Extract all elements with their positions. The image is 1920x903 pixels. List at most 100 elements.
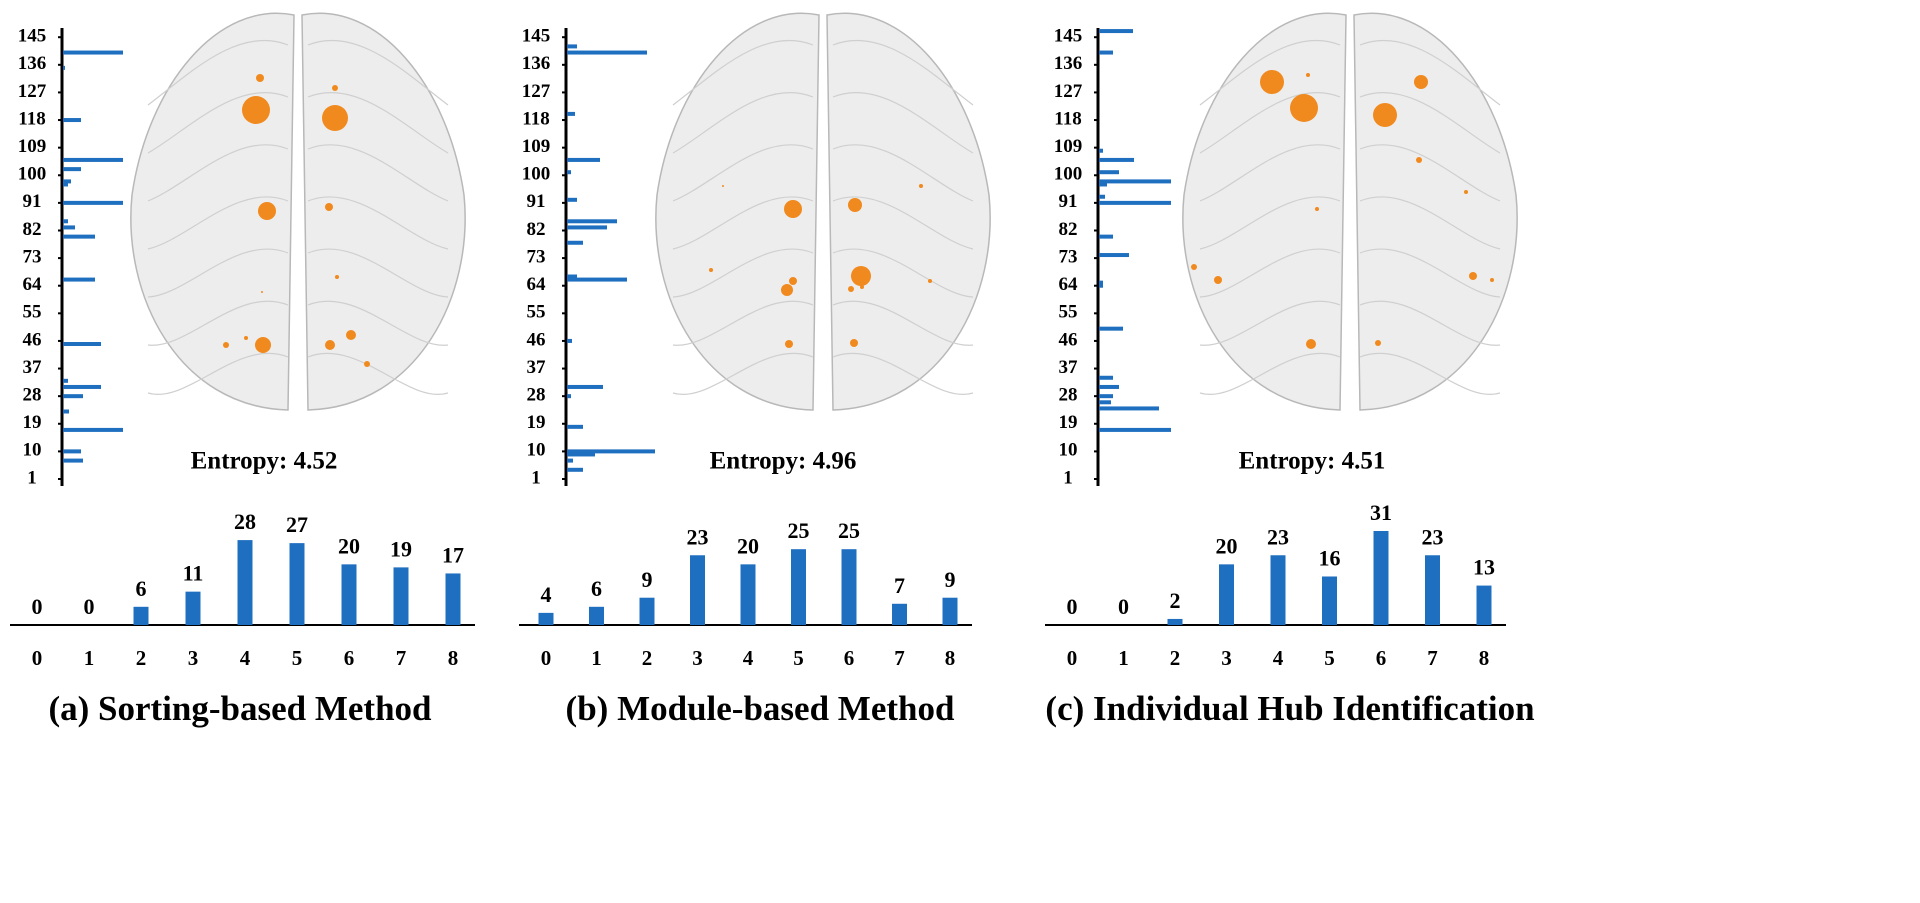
x-tick-label: 8 bbox=[448, 646, 459, 670]
brain-fold bbox=[1359, 39, 1501, 106]
hub-bar bbox=[567, 225, 607, 230]
x-tick-label: 2 bbox=[136, 646, 147, 670]
hub-node bbox=[781, 284, 793, 296]
hub-node bbox=[848, 286, 854, 292]
y-tick-label: 100 bbox=[1054, 164, 1083, 185]
hub-bar bbox=[1099, 170, 1119, 175]
value-label: 9 bbox=[945, 567, 956, 592]
brain-fold bbox=[672, 39, 814, 106]
bar bbox=[289, 543, 305, 625]
hub-bar bbox=[567, 394, 571, 399]
value-label: 20 bbox=[1216, 533, 1238, 558]
x-tick-label: 5 bbox=[1324, 646, 1335, 670]
x-tick-label: 1 bbox=[84, 646, 95, 670]
panel-caption: (b) Module-based Method bbox=[566, 689, 955, 728]
hub-bar bbox=[567, 157, 600, 162]
hub-bar bbox=[1099, 384, 1119, 389]
brain-fold bbox=[147, 248, 289, 298]
x-tick-label: 2 bbox=[1170, 646, 1181, 670]
value-label: 2 bbox=[1170, 588, 1181, 613]
entropy-label: Entropy: 4.51 bbox=[1239, 448, 1386, 475]
hub-bar bbox=[63, 219, 68, 224]
x-tick-label: 1 bbox=[1118, 646, 1129, 670]
value-label: 20 bbox=[737, 533, 759, 558]
brain-fold bbox=[307, 196, 449, 250]
y-tick-label: 37 bbox=[23, 357, 43, 378]
hub-bar bbox=[567, 197, 577, 202]
y-tick-label: 127 bbox=[18, 81, 47, 102]
value-label: 6 bbox=[136, 576, 147, 601]
x-tick-label: 4 bbox=[240, 646, 251, 670]
value-label: 31 bbox=[1370, 500, 1392, 525]
hub-node bbox=[1191, 264, 1197, 270]
brain-fold bbox=[147, 39, 289, 106]
y-tick-label: 55 bbox=[527, 302, 546, 323]
brain-fold bbox=[1359, 300, 1501, 346]
panel-caption: (c) Individual Hub Identification bbox=[1045, 689, 1534, 728]
bar bbox=[1373, 531, 1389, 625]
brain-fold bbox=[1359, 144, 1501, 202]
brain-hemisphere bbox=[301, 12, 466, 411]
y-tick-label: 28 bbox=[1059, 385, 1078, 406]
hub-bar bbox=[63, 277, 95, 282]
hub-node bbox=[255, 337, 271, 353]
hub-bar bbox=[1099, 375, 1113, 380]
y-tick-label: 145 bbox=[1054, 26, 1083, 47]
brain-fold bbox=[672, 352, 814, 396]
brain-fold bbox=[672, 196, 814, 250]
brain-fold bbox=[1359, 352, 1501, 396]
hub-bar bbox=[63, 409, 69, 414]
hub-bar bbox=[567, 219, 617, 224]
x-tick-label: 8 bbox=[945, 646, 956, 670]
entropy-label: Entropy: 4.96 bbox=[710, 448, 857, 475]
y-tick-label: 100 bbox=[18, 164, 47, 185]
hub-bar bbox=[1099, 234, 1113, 239]
brain-fold bbox=[147, 144, 289, 202]
x-tick-label: 7 bbox=[894, 646, 905, 670]
brain-fold bbox=[832, 91, 974, 154]
brain-fold bbox=[1359, 248, 1501, 298]
hub-bar bbox=[567, 50, 647, 55]
y-tick-label: 91 bbox=[1059, 191, 1078, 212]
brain-fold bbox=[307, 248, 449, 298]
x-tick-label: 6 bbox=[844, 646, 855, 670]
value-label: 25 bbox=[838, 518, 860, 543]
y-tick-label: 118 bbox=[18, 108, 45, 129]
x-tick-label: 4 bbox=[1273, 646, 1284, 670]
hub-bar bbox=[567, 44, 577, 49]
brain-fold bbox=[1199, 300, 1341, 346]
hub-bar bbox=[567, 111, 575, 116]
hub-node bbox=[332, 85, 338, 91]
hub-node bbox=[1306, 339, 1316, 349]
hub-bar bbox=[63, 394, 83, 399]
y-tick-label: 64 bbox=[23, 274, 43, 295]
brain-fold bbox=[147, 300, 289, 346]
brain-hemisphere bbox=[655, 12, 820, 411]
value-label: 9 bbox=[642, 567, 653, 592]
y-tick-label: 91 bbox=[23, 191, 42, 212]
hub-bar bbox=[63, 50, 123, 55]
hub-node bbox=[1373, 103, 1397, 127]
value-label: 0 bbox=[1118, 594, 1129, 619]
value-label: 13 bbox=[1473, 555, 1495, 580]
brain-hemisphere bbox=[826, 12, 991, 411]
y-tick-label: 145 bbox=[18, 26, 47, 47]
y-tick-label: 1 bbox=[27, 467, 37, 488]
hub-node bbox=[709, 268, 713, 272]
bar bbox=[1476, 585, 1492, 625]
y-tick-label: 28 bbox=[527, 385, 546, 406]
y-tick-label: 127 bbox=[522, 81, 551, 102]
y-tick-label: 109 bbox=[1054, 136, 1083, 157]
hub-bar bbox=[63, 234, 95, 239]
brain-fold bbox=[147, 196, 289, 250]
bar bbox=[942, 597, 958, 625]
y-tick-label: 118 bbox=[1054, 108, 1081, 129]
x-tick-label: 5 bbox=[292, 646, 303, 670]
hub-bar bbox=[1099, 326, 1123, 331]
bar bbox=[841, 549, 857, 625]
hub-node bbox=[789, 277, 797, 285]
hub-bar bbox=[1099, 400, 1111, 405]
bar bbox=[1219, 564, 1234, 625]
hub-bar bbox=[63, 179, 71, 184]
bar bbox=[1167, 618, 1183, 625]
